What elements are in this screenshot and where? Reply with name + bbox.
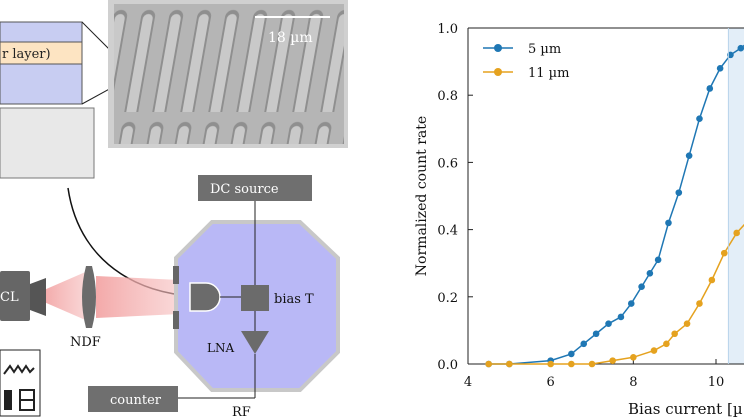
data-point xyxy=(654,256,662,264)
data-point xyxy=(580,340,588,348)
data-point xyxy=(663,340,670,348)
scale-bar-label: 18 µm xyxy=(268,30,313,46)
y-tick-label: 1.0 xyxy=(437,22,458,37)
data-point xyxy=(588,360,596,368)
y-tick-label: 0.4 xyxy=(437,224,458,239)
lna-label: LNA xyxy=(207,341,234,355)
setup-schematic: r layer) 18 µm CL NDF DC source xyxy=(0,0,348,420)
counter-label: counter xyxy=(110,393,162,408)
data-point xyxy=(683,320,691,327)
legend-label-5um: 5 µm xyxy=(528,42,561,57)
chip-substrate xyxy=(0,107,95,179)
legend-marker-5um xyxy=(494,44,502,52)
y-tick-label: 0.8 xyxy=(437,89,458,104)
inset-waveform xyxy=(3,364,35,375)
dc-source-label: DC source xyxy=(210,182,279,197)
data-point xyxy=(547,360,554,368)
shaded-region xyxy=(728,28,744,364)
data-point xyxy=(568,360,575,368)
legend: 5 µm 11 µm xyxy=(483,42,569,81)
data-point xyxy=(627,300,635,307)
laser-beam-right xyxy=(96,276,180,318)
legend-label-11um: 11 µm xyxy=(528,66,569,81)
count-rate-chart: 4681010.00.20.40.60.81.0 Normalized coun… xyxy=(414,22,744,418)
inset-bar-1 xyxy=(4,390,12,410)
data-point xyxy=(665,219,672,227)
data-point xyxy=(685,152,693,159)
bias-t-box xyxy=(241,285,269,311)
bias-t-label: bias T xyxy=(274,292,314,307)
data-point xyxy=(609,357,616,364)
x-tick-label: 6 xyxy=(547,375,555,390)
window-bottom xyxy=(173,311,179,329)
ndf-label: NDF xyxy=(70,335,101,350)
legend-marker-11um xyxy=(494,68,502,76)
chip-top-layer xyxy=(0,21,83,43)
data-point xyxy=(716,65,724,72)
data-point xyxy=(646,269,654,277)
data-point xyxy=(485,360,492,368)
y-axis-label: Normalized count rate xyxy=(414,116,430,276)
window-top xyxy=(173,266,179,284)
data-point xyxy=(506,360,513,368)
y-tick-label: 0.2 xyxy=(437,291,458,306)
data-point xyxy=(671,330,678,338)
data-point xyxy=(733,229,740,237)
data-point xyxy=(592,330,600,338)
cl-label: CL xyxy=(0,290,19,305)
collimator-lens xyxy=(30,278,46,316)
data-point xyxy=(675,189,683,196)
data-point xyxy=(720,249,728,257)
data-point xyxy=(650,347,658,354)
rf-label: RF xyxy=(232,405,251,420)
series-line-1 xyxy=(488,223,744,365)
collimator-box xyxy=(0,271,30,321)
data-point xyxy=(706,85,714,92)
sem-image xyxy=(114,4,344,144)
x-tick-label: 8 xyxy=(629,375,637,390)
detector xyxy=(189,282,221,312)
counter-box xyxy=(88,386,178,412)
data-point xyxy=(708,276,716,284)
data-point xyxy=(568,350,575,358)
chip-bottom-layer xyxy=(0,63,83,105)
data-point xyxy=(638,283,645,291)
y-tick-label: 0.6 xyxy=(437,156,458,171)
series-line-0 xyxy=(488,44,744,365)
dc-source-box xyxy=(198,175,312,201)
data-point xyxy=(630,353,637,361)
laser-beam-left xyxy=(44,270,90,322)
data-point xyxy=(617,313,625,321)
lna-amplifier xyxy=(241,331,269,354)
data-point xyxy=(696,300,703,307)
x-tick-label: 10 xyxy=(708,375,725,390)
y-tick-label: 0.0 xyxy=(437,358,458,373)
x-axis-label: Bias current [µ xyxy=(628,400,743,418)
ndf-filter xyxy=(82,266,96,328)
data-point xyxy=(737,44,744,52)
layer-label: r layer) xyxy=(2,47,51,62)
x-tick-label: 4 xyxy=(464,375,472,390)
data-point xyxy=(696,115,703,123)
data-point xyxy=(605,320,612,327)
